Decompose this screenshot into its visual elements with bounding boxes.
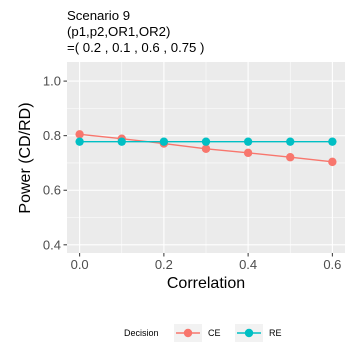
data-point-re (201, 137, 211, 146)
y-tick-label: 0.4 (43, 237, 61, 252)
data-point-ce (243, 148, 253, 158)
data-point-ce (75, 130, 84, 139)
x-axis-label: Correlation (167, 275, 245, 292)
x-tick-label: 0.4 (239, 257, 257, 272)
data-point-re (117, 137, 126, 146)
title-line-1: Scenario 9 (67, 8, 130, 23)
data-point-re (328, 137, 337, 146)
title-line-2: (p1,p2,OR1,OR2) (67, 24, 170, 39)
x-tick-label: 0.2 (155, 257, 173, 272)
data-point-ce (328, 157, 337, 167)
legend: Decision CE RE (124, 324, 282, 342)
data-point-ce (286, 153, 295, 162)
legend-title: Decision (124, 328, 159, 338)
series-re (75, 137, 337, 146)
data-point-ce (201, 144, 211, 153)
y-axis: 0.4 0.6 0.8 1.0 (43, 74, 67, 252)
x-tick-label: 0.0 (71, 257, 89, 272)
legend-key-point (244, 328, 254, 338)
data-point-re (159, 137, 169, 146)
chart-title: Scenario 9 (p1,p2,OR1,OR2) =( 0.2 , 0.1 … (67, 8, 204, 55)
legend-key-point (183, 328, 193, 338)
data-point-re (243, 137, 253, 146)
data-point-re (286, 137, 295, 146)
y-tick-label: 0.6 (43, 183, 61, 198)
data-point-re (75, 137, 84, 146)
x-axis: 0.0 0.2 0.4 0.6 (71, 253, 341, 272)
title-line-3: =( 0.2 , 0.1 , 0.6 , 0.75 ) (67, 40, 204, 55)
series-layer (75, 130, 337, 167)
x-tick-label: 0.6 (323, 257, 341, 272)
grid-major (67, 62, 345, 253)
y-tick-label: 1.0 (43, 74, 61, 89)
legend-label-ce: CE (208, 328, 221, 338)
legend-label-re: RE (269, 328, 282, 338)
y-tick-label: 0.8 (43, 128, 61, 143)
y-axis-label: Power (CD/RD) (17, 102, 34, 213)
